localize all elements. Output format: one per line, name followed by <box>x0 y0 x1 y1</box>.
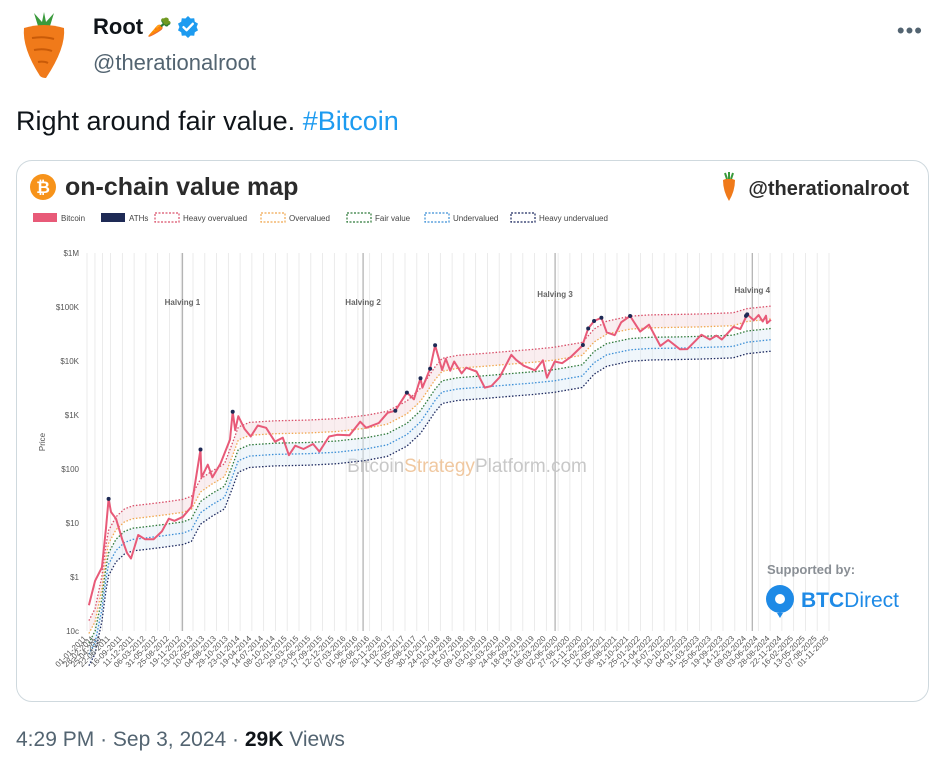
ath-point <box>106 496 111 501</box>
ath-point <box>428 366 433 371</box>
carrot-leaves-icon <box>34 12 54 26</box>
chart-gridlines <box>86 253 830 631</box>
y-tick-label: $10 <box>66 519 80 528</box>
author-handle[interactable]: @therationalroot <box>93 50 256 75</box>
x-axis: 01-01-201128-02-201125-04-201122-06-2011… <box>54 634 831 670</box>
legend-label: ATHs <box>129 214 148 223</box>
halving-markers: Halving 1 Halving 2 Halving 3 Halving 4 <box>165 253 771 631</box>
ath-point <box>580 343 585 347</box>
ath-point <box>230 409 235 414</box>
legend-swatch <box>424 212 450 223</box>
verified-badge-icon <box>178 16 198 38</box>
supported-by-label: Supported by: <box>767 562 855 577</box>
views-label: Views <box>289 728 345 751</box>
y-tick-label: $10K <box>60 357 79 366</box>
band-undervalued <box>88 339 771 655</box>
halving-label: Halving 1 <box>165 298 201 307</box>
legend-label: Heavy undervalued <box>539 214 608 223</box>
undervalued-shade <box>88 328 771 666</box>
tweet-time[interactable]: 4:29 PM <box>16 728 95 751</box>
ath-point <box>404 390 409 395</box>
y-tick-label: $100K <box>56 303 80 312</box>
halving-label: Halving 3 <box>537 290 573 299</box>
display-name[interactable]: Root <box>93 14 144 39</box>
ath-point <box>592 319 597 323</box>
more-options-icon[interactable]: ••• <box>896 18 923 43</box>
bitcoin-logo-glyph: ₿ <box>36 178 50 197</box>
band-overvalued <box>88 318 771 634</box>
views-count: 29K <box>244 728 284 751</box>
y-tick-label: $100 <box>61 465 79 474</box>
band-heavy-undervalued <box>88 350 771 666</box>
hashtag-link[interactable]: #Bitcoin <box>302 106 399 136</box>
band-fair-value <box>88 327 771 644</box>
halving-label: Halving 4 <box>735 286 771 295</box>
legend-swatch <box>154 212 180 223</box>
value-map-chart: ₿ on-chain value map @therationalroot Bi… <box>30 172 909 670</box>
bitcoin-price-line <box>87 313 772 606</box>
band-heavy-overvalued <box>88 305 771 621</box>
tweet-media-image[interactable]: ₿ on-chain value map @therationalroot Bi… <box>16 160 929 702</box>
legend-label: Undervalued <box>453 214 498 223</box>
ath-point <box>586 326 591 331</box>
ath-point <box>198 447 203 452</box>
overvalued-shade <box>88 306 771 634</box>
legend-swatch <box>33 213 57 222</box>
legend-label: Overvalued <box>289 214 330 223</box>
carrot-emoji-icon: 🥕 <box>147 16 172 39</box>
btcdirect-logo-text: BTCDirect <box>801 589 899 612</box>
chart-title: on-chain value map <box>65 173 298 201</box>
ath-point <box>628 314 633 318</box>
carrot-icon <box>23 25 65 78</box>
chart-legend: Bitcoin ATHs Heavy overvalued Overvalued Fai… <box>33 212 608 223</box>
valuation-bands <box>88 305 771 666</box>
legend-label: Heavy overvalued <box>183 214 247 223</box>
bitcoin-logo-icon <box>30 174 56 200</box>
ath-point <box>418 376 423 381</box>
watermark: BitcoinStrategyPlatform.com <box>347 456 587 477</box>
legend-label: Bitcoin <box>61 214 85 223</box>
price-series <box>87 312 772 606</box>
meta-separator: · <box>232 728 240 751</box>
y-axis: $1M $100K $10K $1K $100 $10 $1 10c Price <box>38 249 80 636</box>
chart-brand-handle: @therationalroot <box>748 178 909 200</box>
author-name-row[interactable]: Root 🥕 <box>93 14 200 40</box>
legend-swatch <box>260 212 286 223</box>
ath-point <box>433 343 438 348</box>
legend-label: Fair value <box>375 214 411 223</box>
brand-carrot-icon <box>723 178 735 201</box>
legend-swatch <box>101 213 125 222</box>
legend-swatch <box>510 212 536 223</box>
avatar[interactable] <box>16 12 72 80</box>
ath-point <box>599 315 604 320</box>
y-tick-label: $1 <box>70 573 79 582</box>
tweet-body: Right around fair value. <box>16 106 296 136</box>
ath-point <box>745 312 750 317</box>
tweet-meta: 4:29 PM · Sep 3, 2024 · 29K Views <box>16 728 345 752</box>
y-tick-label: $1M <box>63 249 79 258</box>
y-axis-label: Price <box>38 432 47 451</box>
halving-label: Halving 2 <box>345 298 381 307</box>
y-tick-label: 10c <box>66 627 79 636</box>
tweet-text: Right around fair value. #Bitcoin <box>16 106 399 137</box>
tweet-date[interactable]: Sep 3, 2024 <box>112 728 227 751</box>
y-tick-label: $1K <box>65 411 80 420</box>
meta-separator: · <box>100 728 108 751</box>
watermark-text: BitcoinStrategyPlatform.com <box>347 456 587 477</box>
btcdirect-logo-icon <box>766 585 794 618</box>
legend-swatch <box>346 212 372 223</box>
ath-point <box>393 408 398 413</box>
